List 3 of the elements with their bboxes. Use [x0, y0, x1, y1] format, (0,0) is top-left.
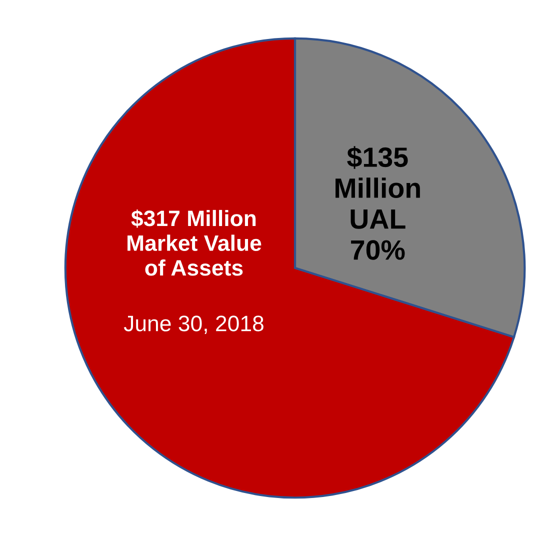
slice-label: $135 Million UAL 70% — [336, 146, 420, 260]
slice-label: $317 Million Market Value of Assets — [128, 210, 262, 276]
text: June 30, 2018 — [124, 316, 264, 334]
